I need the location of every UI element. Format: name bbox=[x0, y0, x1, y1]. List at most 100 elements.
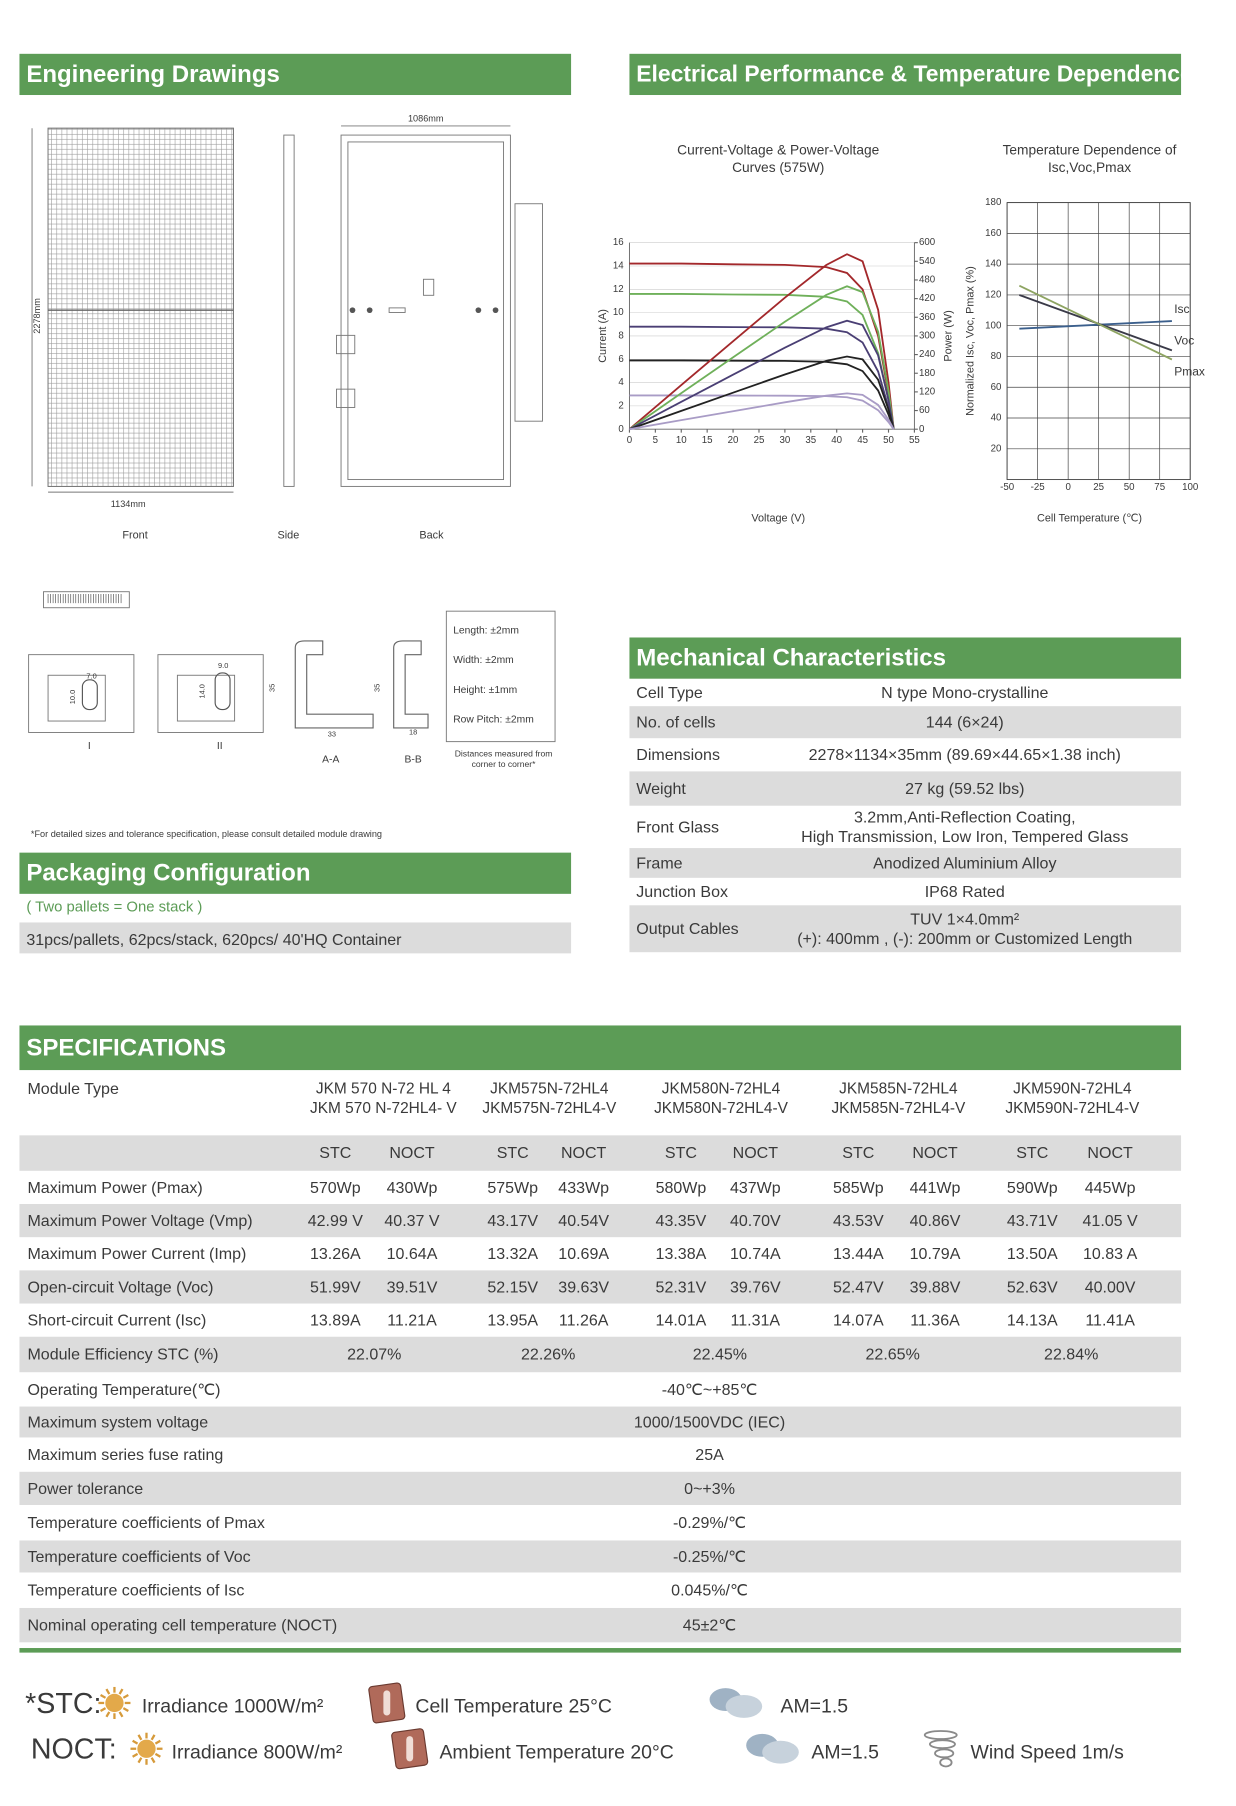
chart-title: Curves (575W) bbox=[732, 160, 824, 175]
row-label: No. of cells bbox=[636, 714, 715, 732]
spec-value: 39.63V bbox=[558, 1278, 609, 1296]
spec-value: 14.01A bbox=[656, 1312, 707, 1330]
spec-value: 43.53V bbox=[833, 1212, 884, 1230]
spec-value: 25A bbox=[695, 1446, 724, 1464]
model-name: JKM575N-72HL4 bbox=[490, 1081, 609, 1098]
y-tick-label: 14 bbox=[613, 261, 624, 272]
tolerance: Height: ±1mm bbox=[453, 685, 517, 696]
divider bbox=[19, 1648, 1182, 1653]
icon-ray bbox=[122, 1707, 129, 1712]
x-tick-label: 0 bbox=[1065, 482, 1071, 493]
y-tick-label: 2 bbox=[618, 400, 623, 411]
icon-ray bbox=[154, 1739, 161, 1745]
icon-thermometer-core bbox=[406, 1736, 414, 1762]
spec-value: 43.35V bbox=[656, 1212, 707, 1230]
section-title: Mechanical Characteristics bbox=[636, 645, 946, 672]
spec-value: 445Wp bbox=[1085, 1179, 1136, 1197]
icon-ray bbox=[132, 1739, 139, 1745]
view-label: Front bbox=[122, 530, 147, 542]
icon-sun bbox=[105, 1693, 124, 1713]
dimension-label: 7.0 bbox=[86, 671, 96, 680]
spec-value: 52.63V bbox=[1007, 1278, 1058, 1296]
spec-value: 10.69A bbox=[558, 1245, 609, 1263]
frame-profile bbox=[294, 640, 374, 729]
icon-ray bbox=[137, 1757, 143, 1764]
spec-value: 11.26A bbox=[559, 1312, 609, 1330]
model-name: JKM575N-72HL4-V bbox=[482, 1100, 617, 1117]
y-tick-label: 80 bbox=[991, 351, 1002, 362]
spec-value: 13.32A bbox=[487, 1245, 538, 1263]
legend-label: NOCT: bbox=[31, 1734, 117, 1766]
spec-value: 14.07A bbox=[833, 1312, 884, 1330]
spec-value: 13.50A bbox=[1007, 1245, 1058, 1263]
chart-title: Temperature Dependence of bbox=[1003, 143, 1177, 158]
spec-value: 441Wp bbox=[910, 1179, 961, 1197]
y-tick-label: 16 bbox=[613, 237, 624, 248]
x-tick-label: 5 bbox=[653, 435, 658, 446]
y-tick-label: 100 bbox=[985, 320, 1002, 331]
legend-item: Irradiance 800W/m² bbox=[172, 1741, 343, 1763]
y2-tick-label: 420 bbox=[919, 293, 936, 304]
spec-value: 43.17V bbox=[487, 1212, 538, 1230]
y-tick-label: 20 bbox=[991, 443, 1002, 454]
row-value: IP68 Rated bbox=[925, 883, 1005, 901]
condition: NOCT bbox=[912, 1144, 958, 1162]
row-bg bbox=[629, 848, 1182, 878]
y2-tick-label: 240 bbox=[919, 349, 936, 360]
tolerance-note: Distances measured from bbox=[455, 748, 553, 758]
y-tick-label: 180 bbox=[985, 197, 1002, 208]
icon-wind bbox=[934, 1748, 955, 1759]
dimension-label: 9.0 bbox=[218, 661, 228, 670]
row-label: Open-circuit Voltage (Voc) bbox=[27, 1278, 213, 1296]
series-line bbox=[629, 359, 895, 430]
row-label: Temperature coefficients of Pmax bbox=[27, 1514, 264, 1532]
spec-value: 10.83 A bbox=[1083, 1245, 1138, 1263]
model-name: JKM580N-72HL4-V bbox=[654, 1100, 789, 1117]
spec-value: 39.51V bbox=[387, 1278, 438, 1296]
tolerance: Width: ±2mm bbox=[453, 655, 514, 666]
row-label: Output Cables bbox=[636, 920, 738, 938]
x-axis-label: Cell Temperature (℃) bbox=[1037, 512, 1142, 524]
row-value: (+): 400mm , (-): 200mm or Customized Le… bbox=[797, 930, 1132, 948]
legend-item: Irradiance 1000W/m² bbox=[142, 1696, 324, 1718]
x-axis-label: Voltage (V) bbox=[751, 512, 805, 524]
spec-value: 433Wp bbox=[558, 1179, 609, 1197]
spec-value: 11.36A bbox=[910, 1312, 960, 1330]
icon-ray bbox=[118, 1711, 124, 1718]
legend-label: *STC: bbox=[25, 1688, 101, 1720]
row-label: Short-circuit Current (Isc) bbox=[27, 1312, 206, 1330]
x-tick-label: 45 bbox=[857, 435, 868, 446]
x-tick-label: -50 bbox=[1000, 482, 1015, 493]
y-tick-label: 40 bbox=[991, 413, 1002, 424]
dimension-label: 35 bbox=[267, 684, 276, 692]
section-label: A-A bbox=[322, 755, 339, 766]
y-tick-label: 8 bbox=[618, 330, 623, 341]
slot bbox=[81, 679, 98, 711]
spec-value: 590Wp bbox=[1007, 1179, 1058, 1197]
y-tick-label: 60 bbox=[991, 382, 1002, 393]
spec-value: 22.84% bbox=[1044, 1345, 1098, 1363]
model-name: JKM 570 N-72 HL 4 bbox=[316, 1081, 451, 1098]
y2-axis-label: Power (W) bbox=[943, 310, 955, 361]
row-label: Operating Temperature(℃) bbox=[27, 1381, 220, 1399]
y2-tick-label: 540 bbox=[919, 256, 936, 267]
x-tick-label: 25 bbox=[1093, 482, 1104, 493]
section-title: Electrical Performance & Temperature Dep… bbox=[636, 61, 1192, 87]
series-line bbox=[629, 325, 895, 430]
drawing-shape bbox=[47, 127, 234, 487]
series-line bbox=[628, 285, 895, 430]
condition: NOCT bbox=[389, 1144, 435, 1162]
condition: STC bbox=[665, 1144, 697, 1162]
spec-value: 45±2℃ bbox=[683, 1617, 737, 1635]
series-label: Isc bbox=[1174, 302, 1189, 316]
x-tick-label: 55 bbox=[909, 435, 920, 446]
row-bg bbox=[19, 1135, 1182, 1171]
row-label: Module Type bbox=[27, 1080, 119, 1098]
tolerance: Row Pitch: ±2mm bbox=[453, 715, 534, 726]
section-header-bar bbox=[629, 53, 1182, 96]
x-tick-label: 50 bbox=[1124, 482, 1135, 493]
section-title: Packaging Configuration bbox=[26, 860, 310, 887]
spec-value: 14.13A bbox=[1007, 1312, 1058, 1330]
spec-value: 570Wp bbox=[310, 1179, 361, 1197]
